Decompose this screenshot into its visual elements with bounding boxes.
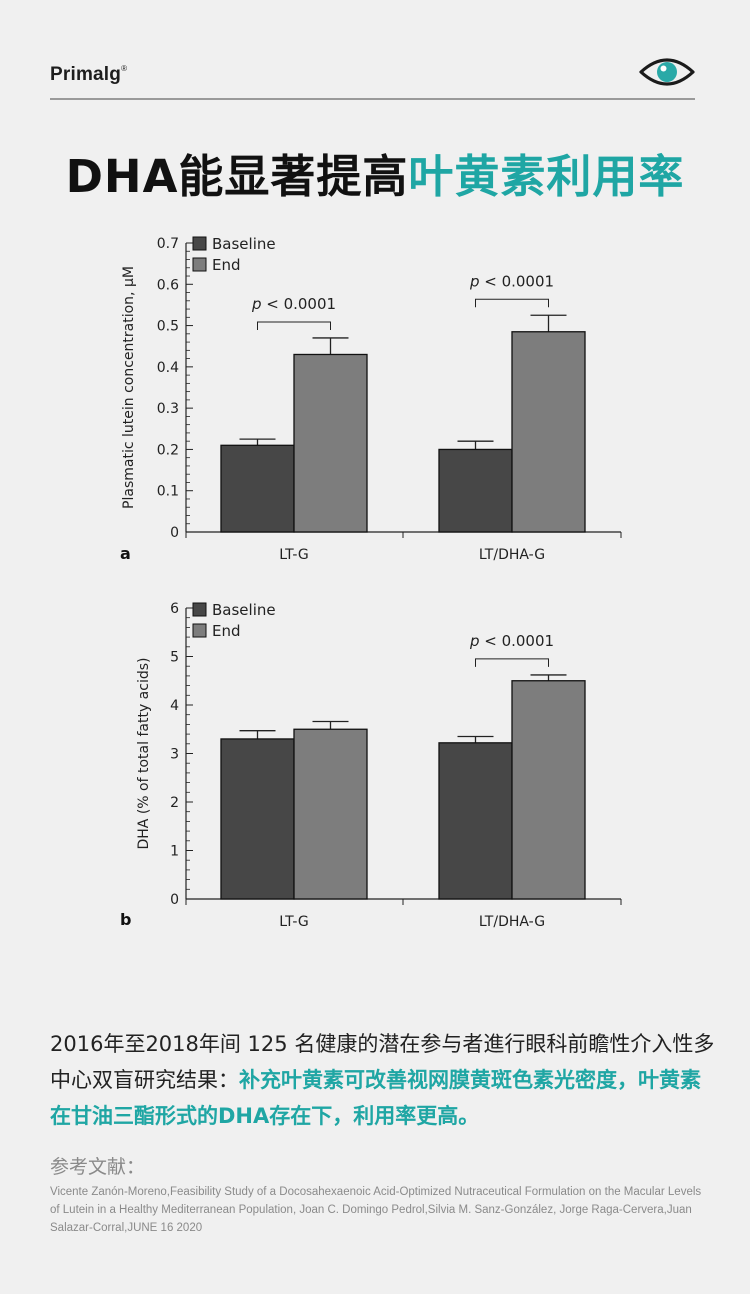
p-symbol: p	[469, 632, 480, 650]
references-title: 参考文献：	[50, 1156, 146, 1178]
p-symbol: p	[469, 272, 480, 290]
bar-end-lt-g	[293, 353, 368, 533]
y-tick-label: 0.7	[157, 236, 179, 252]
x-tick-label: LT/DHA-G	[479, 914, 545, 930]
y-tick-label: 0	[170, 892, 179, 908]
bar-baseline-lt-g	[220, 444, 295, 533]
p-value-text: < 0.0001	[261, 295, 336, 313]
title-part-highlight: 叶黄素利用率	[408, 150, 685, 203]
p-value-text: < 0.0001	[479, 272, 554, 290]
y-tick-label: 3	[170, 747, 179, 763]
y-tick-label: 0.3	[157, 401, 179, 417]
bar-baseline-lt-g	[220, 738, 295, 900]
legend-label: End	[212, 622, 241, 640]
eye-icon	[639, 58, 695, 86]
p-value-text: < 0.0001	[479, 632, 554, 650]
y-tick-label: 0.2	[157, 442, 179, 458]
x-tick-label: LT-G	[279, 547, 309, 563]
significance-label: p < 0.0001	[469, 272, 554, 290]
summary-text: 2016年至2018年间 125 名健康的潜在参与者進行眼科前瞻性介入性多中心双…	[50, 1026, 715, 1134]
legend-label: Baseline	[212, 235, 276, 253]
x-tick-label: LT/DHA-G	[479, 547, 545, 563]
panel-label: b	[120, 910, 131, 929]
y-tick-label: 0.4	[157, 360, 179, 376]
y-axis-label: Plasmatic lutein concentration, μM	[121, 266, 137, 509]
significance-label: p < 0.0001	[469, 632, 554, 650]
y-tick-label: 1	[170, 844, 179, 860]
brand-logo: Primalg®	[50, 64, 127, 86]
page-title: DHA能显著提高叶黄素利用率	[0, 140, 750, 205]
bar-baseline-lt-dha-g	[438, 742, 513, 900]
bar-end-lt-dha-g	[511, 331, 586, 533]
y-tick-label: 0.5	[157, 319, 179, 335]
legend-label: End	[212, 256, 241, 274]
y-tick-label: 2	[170, 795, 179, 811]
significance-label: p < 0.0001	[251, 295, 336, 313]
y-tick-label: 5	[170, 650, 179, 666]
significance-bracket	[257, 321, 331, 330]
summary-highlight: 补充叶黄素可改善视网膜黄斑色素光密度，叶黄素在甘油三酯形式的DHA存在下，利用率…	[50, 1068, 701, 1128]
title-part-black: DHA能显著提高	[65, 150, 409, 203]
registered-mark: ®	[121, 64, 128, 73]
chart-b-svg: 0 1 2 3 4 5 6 DHA (% of total fatty acids) b LT-G…	[120, 601, 622, 930]
bar-baseline-lt-dha-g	[438, 448, 513, 533]
chart-panel-a: 0 0.1 0.2 0.3 0.4 0.5 0.6 0.7 Plasmatic lutein c…	[0, 225, 750, 575]
bar-end-lt-g	[293, 728, 368, 900]
chart-a-svg: 0 0.1 0.2 0.3 0.4 0.5 0.6 0.7 Plasmatic lutein c…	[120, 235, 622, 563]
significance-bracket	[475, 658, 549, 667]
legend-label: Baseline	[212, 601, 276, 619]
panel-label: a	[120, 544, 131, 563]
legend-swatch	[192, 602, 207, 617]
summary-normal: 2016年至2018年间 125 名健康的潜在参与者進行眼科前瞻性介入性多中心双…	[50, 1032, 715, 1092]
y-tick-label: 0.6	[157, 277, 179, 293]
y-tick-label: 0	[170, 525, 179, 541]
legend-swatch	[192, 623, 207, 638]
chart-panel-b: 0 1 2 3 4 5 6 DHA (% of total fatty acids) b LT-G…	[0, 592, 750, 937]
y-tick-label: 4	[170, 698, 179, 714]
y-axis-label: DHA (% of total fatty acids)	[136, 658, 152, 850]
brand-name: Primalg	[50, 64, 122, 85]
legend-swatch	[192, 236, 207, 251]
bar-end-lt-dha-g	[511, 680, 586, 900]
references-text: Vicente Zanón-Moreno,Feasibility Study o…	[50, 1186, 702, 1234]
y-tick-label: 6	[170, 601, 179, 617]
x-tick-label: LT-G	[279, 914, 309, 930]
y-tick-label: 0.1	[157, 484, 179, 500]
header-bar: Primalg®	[50, 52, 695, 100]
significance-bracket	[475, 298, 549, 308]
p-symbol: p	[251, 295, 262, 313]
legend-swatch	[192, 257, 207, 272]
